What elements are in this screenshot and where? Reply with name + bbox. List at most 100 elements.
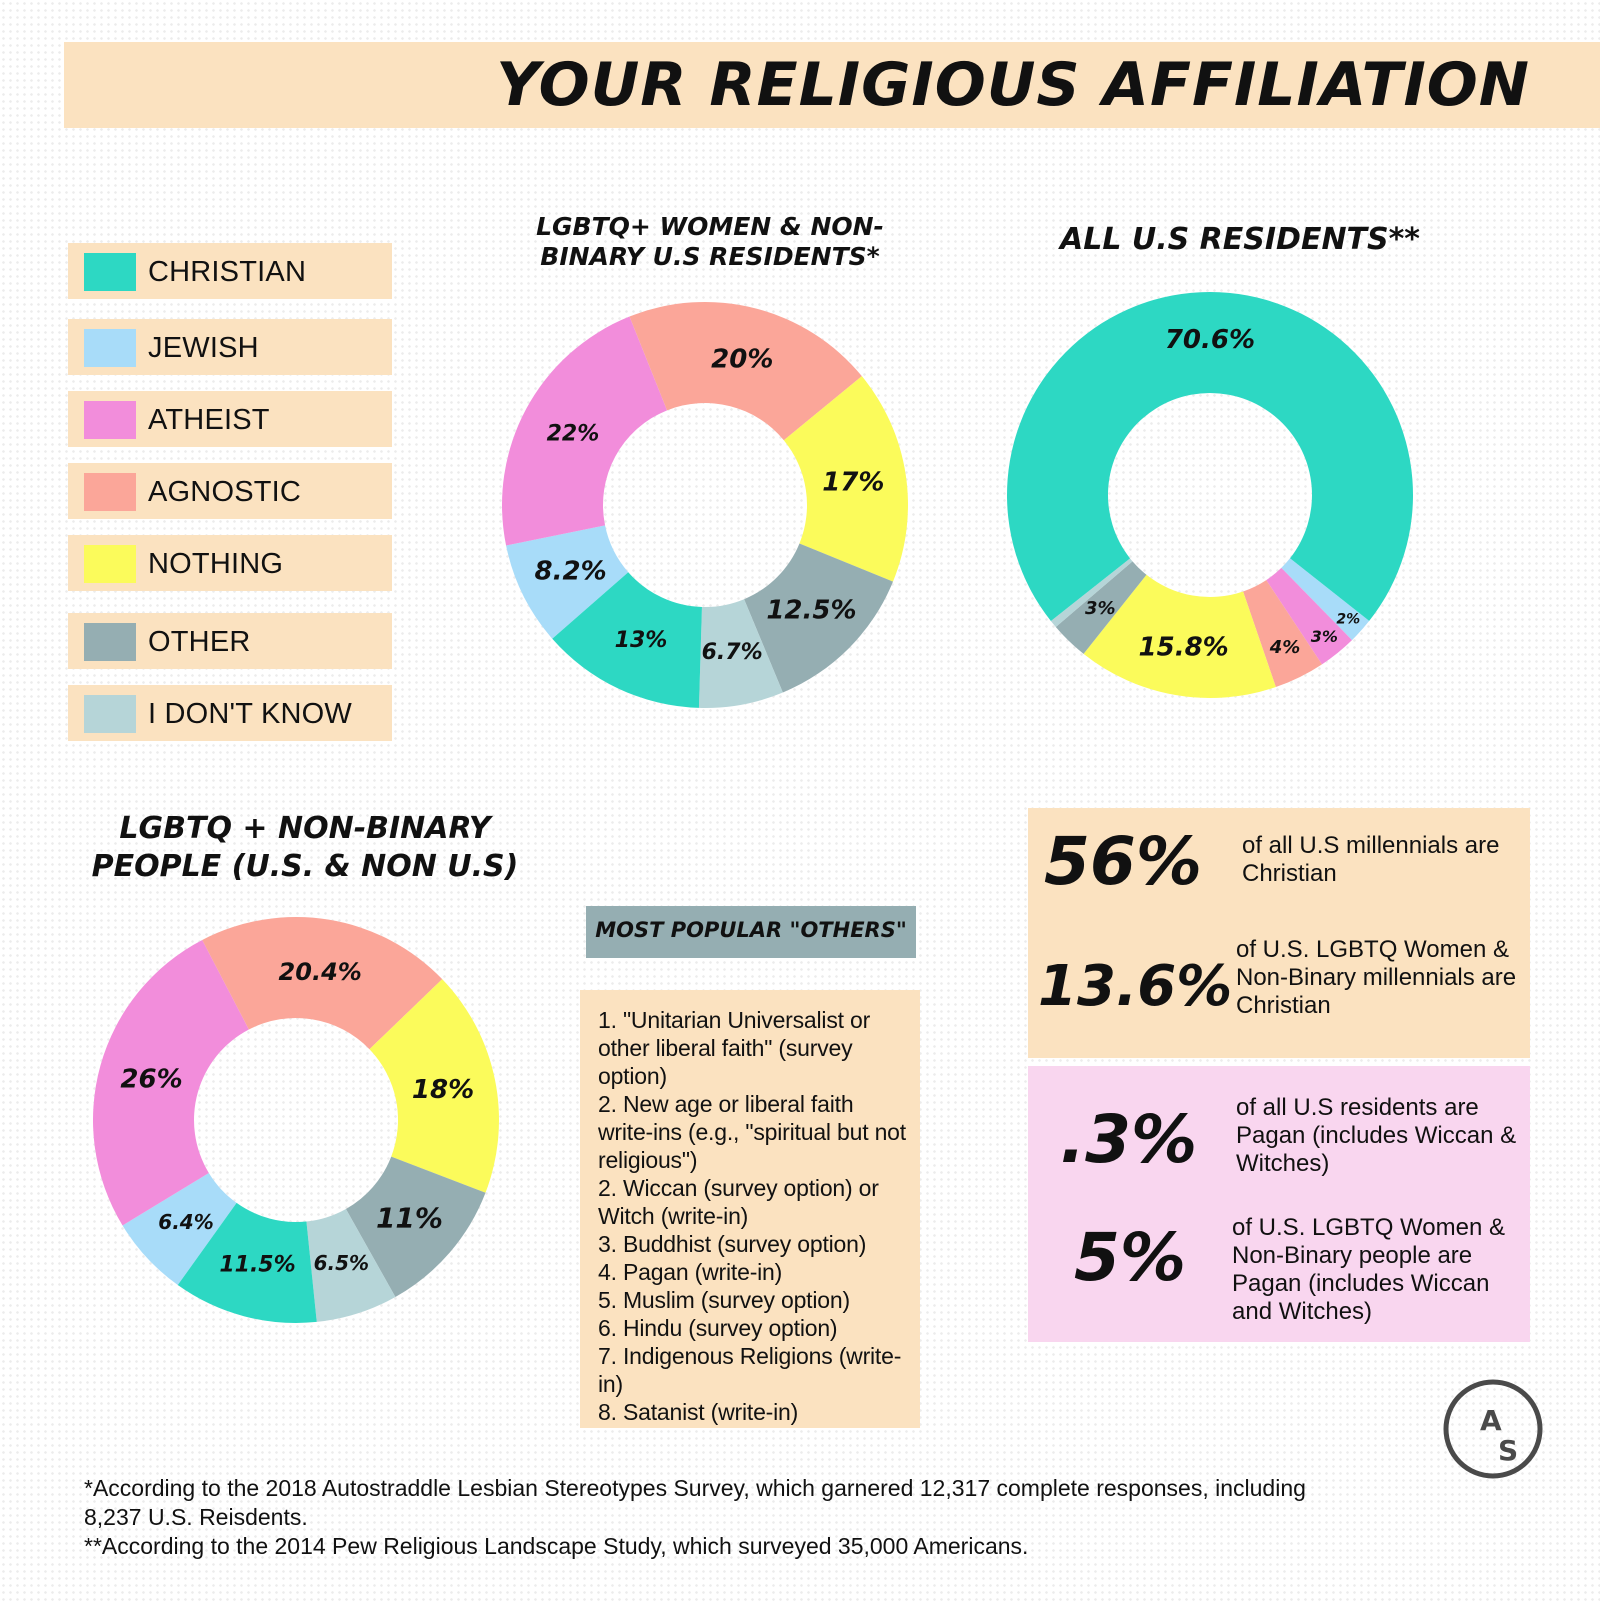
chart-title-line: ALL U.S RESIDENTS** <box>1059 222 1420 257</box>
list-item: 2. New age or liberal faith write-ins (e… <box>598 1091 906 1173</box>
donut-label: 11.5% <box>219 1252 295 1277</box>
donut-label: 26% <box>120 1065 182 1095</box>
legend-item-agnostic: AGNOSTIC <box>68 463 392 519</box>
donut-slice-i-don-t-know <box>306 1208 396 1322</box>
donut-label: 20.4% <box>279 958 362 986</box>
donut-chart-lgbtq-global: 6.4% 26% 20.4% 18% 11% 6.5% 11.5% <box>92 917 499 1323</box>
legend-item-christian: CHRISTIAN <box>68 243 392 299</box>
donut-label: 3% <box>1311 627 1338 646</box>
others-header-text: MOST POPULAR "OTHERS" <box>595 918 907 942</box>
legend-label: NOTHING <box>148 548 284 580</box>
donut-slice-agnostic <box>202 917 443 1050</box>
donut-slice-jewish <box>506 525 629 639</box>
logo-letter-a: A <box>1480 1404 1502 1437</box>
donut-slice-nothing <box>1083 574 1276 698</box>
legend-item-nothing: NOTHING <box>68 535 392 591</box>
donut-slice-i-don-t-know <box>1050 558 1133 628</box>
autostraddle-logo-icon: A S <box>1443 1379 1543 1479</box>
donut-slice-christian <box>177 1202 317 1323</box>
stat-value: 56% <box>1044 823 1202 900</box>
legend-item-dont-know: I DON'T KNOW <box>68 685 392 741</box>
stat-text: of all U.S millennials are Christian <box>1242 832 1500 887</box>
legend-label: JEWISH <box>148 332 259 364</box>
donut-label: 8.2% <box>535 557 607 587</box>
donut-slice-atheist <box>502 316 668 546</box>
footnote: *According to the 2018 Autostraddle Lesb… <box>84 1475 1306 1530</box>
donut-slice-agnostic <box>629 302 862 441</box>
legend-swatch <box>84 545 136 583</box>
christian-stats-box: 56% of all U.S millennials are Christian… <box>1028 808 1530 1058</box>
chart-title-line: BINARY U.S RESIDENTS* <box>540 242 880 271</box>
donut-label: 22% <box>547 421 600 446</box>
stat-text: of U.S. LGBTQ Women & Non-Binary millenn… <box>1236 936 1517 1019</box>
list-item: 8. Satanist (write-in) <box>598 1399 799 1425</box>
stat-text: of all U.S residents are Pagan (includes… <box>1236 1094 1517 1177</box>
page-title: YOUR RELIGIOUS AFFILIATION <box>496 50 1530 120</box>
donut-slice-christian <box>552 572 702 708</box>
chart-title-all-us: ALL U.S RESIDENTS** <box>1020 222 1460 258</box>
donut-slice-christian <box>1007 291 1413 622</box>
donut-slice-nothing <box>783 376 908 582</box>
list-item: 2. Wiccan (survey option) or Witch (writ… <box>598 1175 879 1229</box>
donut-slice-atheist <box>92 939 249 1226</box>
legend-label: CHRISTIAN <box>148 256 307 288</box>
donut-label: 6.5% <box>314 1251 369 1275</box>
donut-chart-all-us: 2%3%4%15.8%3%70.6% <box>1007 291 1413 698</box>
legend-label: ATHEIST <box>148 404 270 436</box>
list-item: 4. Pagan (write-in) <box>598 1259 783 1285</box>
stat-value: 13.6% <box>1038 954 1233 1019</box>
legend-item-jewish: JEWISH <box>68 319 392 375</box>
legend-swatch <box>84 623 136 661</box>
stat-text: of U.S. LGBTQ Women & Non-Binary people … <box>1232 1214 1505 1325</box>
list-item: 5. Muslim (survey option) <box>598 1287 850 1313</box>
donut-chart-lgbtq-us: 8.2% 22% 20% 17% 12.5%6.7% 13% <box>502 302 908 708</box>
donut-label: 3% <box>1085 598 1116 619</box>
chart-title-line: LGBTQ+ WOMEN & NON- <box>536 212 884 241</box>
donut-slice-atheist <box>1266 567 1352 665</box>
stat-value: .3% <box>1060 1101 1198 1178</box>
list-item: 6. Hindu (survey option) <box>598 1315 838 1341</box>
donut-slice-other <box>744 543 893 693</box>
title-banner: YOUR RELIGIOUS AFFILIATION <box>64 42 1600 128</box>
footnotes: *According to the 2018 Autostraddle Lesb… <box>84 1474 1344 1561</box>
footnote: **According to the 2014 Pew Religious La… <box>84 1533 1029 1559</box>
legend-swatch <box>84 695 136 733</box>
logo-letter-s: S <box>1498 1434 1518 1467</box>
donut-label: 12.5% <box>766 596 856 626</box>
donut-label: 13% <box>615 628 668 653</box>
pagan-stats-box: .3% of all U.S residents are Pagan (incl… <box>1028 1066 1530 1342</box>
donut-label: 70.6% <box>1165 325 1255 355</box>
donut-label: 11% <box>376 1202 443 1235</box>
legend-label: OTHER <box>148 626 251 658</box>
stat-value: 5% <box>1074 1219 1187 1296</box>
donut-slice-jewish <box>122 1172 237 1286</box>
legend-swatch <box>84 473 136 511</box>
list-item: 1. "Unitarian Universalist or other libe… <box>598 1007 871 1089</box>
donut-label: 17% <box>822 468 884 498</box>
donut-slice-other <box>345 1156 486 1298</box>
chart-title-lgbtq-us: LGBTQ+ WOMEN & NON- BINARY U.S RESIDENTS… <box>510 212 910 272</box>
legend-item-atheist: ATHEIST <box>68 391 392 447</box>
list-item: 7. Indigenous Religions (write-in) <box>598 1343 902 1397</box>
legend-item-other: OTHER <box>68 613 392 669</box>
donut-label: 6.4% <box>158 1210 213 1234</box>
donut-slice-agnostic <box>1243 580 1322 688</box>
legend-swatch <box>84 253 136 291</box>
chart-title-lgbtq-global: LGBTQ + NON-BINARY PEOPLE (U.S. & NON U.… <box>80 810 530 886</box>
chart-title-line: PEOPLE (U.S. & NON U.S) <box>91 849 519 884</box>
others-header: MOST POPULAR "OTHERS" <box>586 906 916 958</box>
donut-slice-i-don-t-know <box>698 599 783 708</box>
donut-label: 4% <box>1269 637 1301 658</box>
legend-swatch <box>84 401 136 439</box>
chart-title-line: LGBTQ + NON-BINARY <box>119 811 491 846</box>
donut-slice-other <box>1055 561 1147 654</box>
legend-label: AGNOSTIC <box>148 476 302 508</box>
donut-slice-nothing <box>369 979 499 1193</box>
donut-slice-jewish <box>1281 558 1370 641</box>
legend-swatch <box>84 329 136 367</box>
donut-label: 6.7% <box>702 640 763 665</box>
list-item: 3. Buddhist (survey option) <box>598 1231 867 1257</box>
donut-label: 15.8% <box>1139 633 1229 663</box>
legend-label: I DON'T KNOW <box>148 698 352 730</box>
others-list-box: 1. "Unitarian Universalist or other libe… <box>580 990 920 1428</box>
